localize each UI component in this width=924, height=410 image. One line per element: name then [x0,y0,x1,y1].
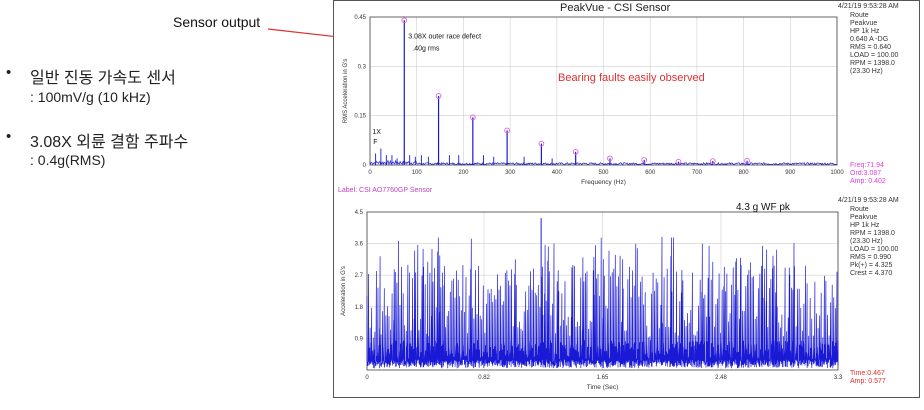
bullet-item: • 3.08X 외륜 결함 주파수 [6,128,326,151]
spectrum-info-block: Route Peakvue HP 1k Hz 0.640 A -DG RMS =… [850,12,899,75]
harmonic-marker [435,93,442,99]
harmonic-marker [744,157,750,164]
bullet-dot: • [6,64,12,81]
x-tick-label: 0 [365,375,369,381]
spectrum-chart: 0 100 200 300 400 500 600 700 800 900 1000 0 0.15 0.3… [343,15,844,186]
harmonic-marker [538,140,545,147]
x-tick-label: 900 [785,170,796,176]
plot-area [369,16,838,166]
x-axis-label: Time (Sec) [587,384,619,391]
waveform-trace [366,236,839,369]
spectrum-timestamp: 4/21/19 9:53:28 AM [838,3,899,10]
x-tick-label: 500 [598,170,609,176]
x-tick-label: 0 [368,170,372,176]
waveform-info-block: Route Peakvue HP 1k Hz RPM = 1398.0 (23.… [850,206,899,277]
defect-annotation: 3.08X outer race defect [408,34,481,41]
x-tick-label: 600 [645,170,656,176]
one-x-sub-label: F [373,139,377,146]
left-panel: Sensor output • 일반 진동 가속도 센서 : 100mV/g (… [0,0,330,410]
harmonic-marker [709,158,716,164]
y-axis-label: Acceleration in G's [341,266,347,316]
x-tick-label: 3.3 [834,375,843,381]
x-tick-label: 800 [739,170,750,176]
waveform-chart: 0 0.82 1.65 2.48 3.3 0.9 1.8 2.7 3.6 4.5 Time (Sec… [341,202,843,391]
bullet-dot: • [6,128,12,145]
x-axis-label: Frequency (Hz) [581,179,626,186]
x-tick-label: 0.82 [478,375,490,381]
waveform-timestamp: 4/21/19 9:53:28 AM [838,197,899,204]
spectrum-noise-trace [369,159,837,166]
x-tick-label: 1.65 [597,375,609,381]
harmonic-marker [675,158,682,165]
bullet-subtext: : 0.4g(RMS) [30,152,106,168]
y-tick-label: 0.3 [358,64,367,70]
spectrum-title: PeakVue - CSI Sensor [560,2,671,14]
y-tick-label: 0.45 [354,15,366,21]
fault-note: Bearing faults easily observed [558,72,705,84]
x-tick-label: 100 [412,170,423,176]
harmonic-marker [504,127,510,134]
bullet-item: • 일반 진동 가속도 센서 [6,64,326,87]
sensor-callout-label: Sensor output [173,14,261,30]
plot-area [366,211,839,371]
harmonic-marker [641,157,648,163]
y-tick-label: 4.5 [355,210,364,216]
x-tick-label: 300 [505,170,516,176]
harmonic-marker [607,155,613,162]
y-tick-label: 0.9 [355,336,364,342]
waveform-peak-annotation: 4.3 g WF pk [736,202,791,213]
bullet-subtext: : 100mV/g (10 kHz) [30,89,151,105]
y-tick-label: 0.15 [354,114,366,120]
bullet-text: 3.08X 외륜 결함 주파수 [30,134,189,151]
x-tick-label: 700 [692,170,703,176]
defect-value: .40g rms [412,46,440,53]
y-axis-label: RMS Acceleration in G's [343,59,349,124]
bullet-text: 일반 진동 가속도 센서 [30,70,176,87]
x-tick-label: 200 [458,170,469,176]
waveform-cursor-readout: Time:0.467 Amp: 0.577 [850,370,886,385]
x-tick-label: 400 [552,170,563,176]
y-tick-label: 0 [363,163,367,169]
y-tick-label: 2.7 [355,273,364,279]
x-tick-label: 2.48 [715,375,727,381]
harmonic-marker [401,17,408,24]
y-tick-label: 3.6 [355,242,364,248]
harmonic-marker [469,114,476,121]
one-x-label: 1X [372,129,381,136]
y-tick-label: 1.8 [355,305,364,311]
x-tick-label: 1000 [830,170,844,176]
spectrum-sensor-label: Label: CSI AO7760GP Sensor [338,187,433,194]
spectrum-cursor-readout: Freq:71.94 Ord:3.087 Amp: 0.402 [850,162,886,185]
harmonic-marker [572,148,579,155]
